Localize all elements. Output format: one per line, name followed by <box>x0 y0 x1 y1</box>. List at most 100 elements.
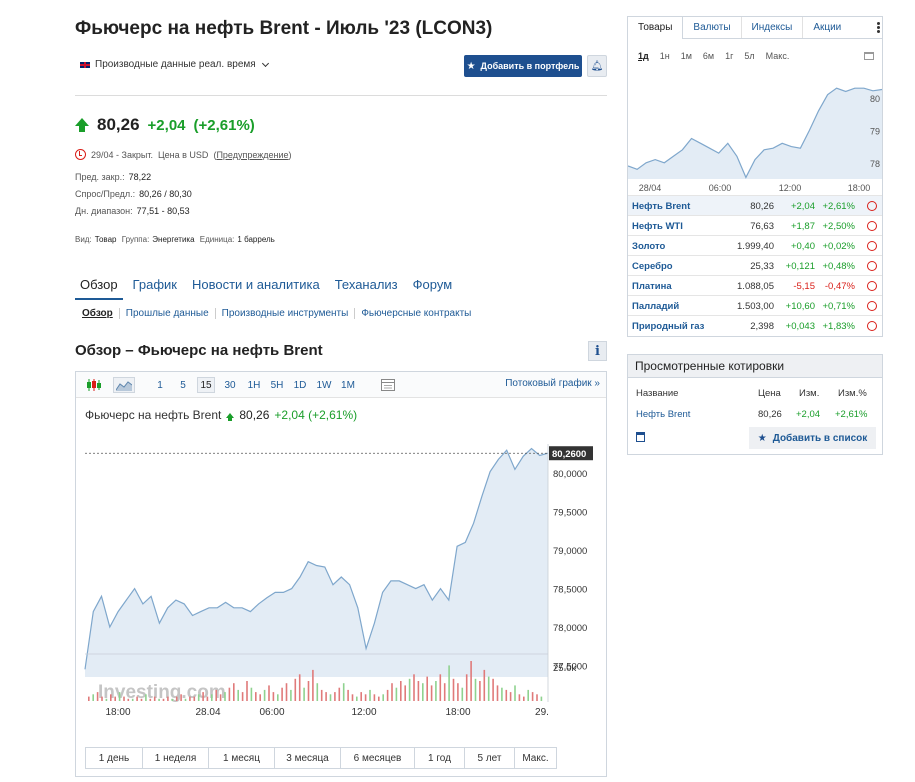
volume-bar <box>294 678 297 701</box>
candlestick-icon[interactable] <box>84 377 104 393</box>
group-value: Энергетика <box>152 235 195 244</box>
range-1d[interactable]: 1д <box>638 51 649 61</box>
tab-forum[interactable]: Форум <box>412 277 453 292</box>
streaming-chart-link[interactable]: Потоковый график » <box>505 378 600 389</box>
range-1w[interactable]: 1н <box>659 51 670 61</box>
chevron-down-icon <box>261 59 269 67</box>
section-title: Обзор – Фьючерс на нефть Brent <box>75 342 323 359</box>
interval-5[interactable]: 5 <box>180 379 186 391</box>
period-5y[interactable]: 5 лет <box>465 747 515 769</box>
period-1w[interactable]: 1 неделя <box>143 747 209 769</box>
area-chart-icon[interactable] <box>113 377 135 393</box>
tab-chart[interactable]: График <box>132 277 177 292</box>
range-5y[interactable]: 5л <box>744 51 755 61</box>
period-max[interactable]: Макс. <box>515 747 557 769</box>
period-1d[interactable]: 1 день <box>85 747 143 769</box>
quote-name[interactable]: Нефть Brent <box>632 201 691 212</box>
volume-bar <box>356 696 358 701</box>
warning-paren-close: ) <box>288 149 292 160</box>
volume-bar <box>465 674 468 701</box>
quote-name[interactable]: Природный газ <box>632 321 705 332</box>
quotes-table: Нефть Brent 80,26 +2,04 +2,61% Нефть WTI 76,6… <box>628 195 882 335</box>
volume-bar <box>202 692 204 701</box>
interval-1d[interactable]: 1D <box>293 379 307 391</box>
volume-bar <box>435 681 437 701</box>
volume-bar <box>215 689 217 701</box>
subtab-derivatives[interactable]: Производные инструменты <box>214 308 355 319</box>
range-1y[interactable]: 1г <box>725 51 734 61</box>
interval-1h[interactable]: 1H <box>247 379 261 391</box>
price-chart[interactable]: 80,2600 80,0000 79,5000 79,0000 78,5000 78,00… <box>76 399 606 745</box>
quote-name[interactable]: Нефть WTI <box>632 221 683 232</box>
volume-bar <box>329 694 332 701</box>
volume-bar <box>373 694 376 701</box>
volume-bar <box>193 696 196 701</box>
viewed-row-name[interactable]: Нефть Brent <box>636 409 691 420</box>
period-1y[interactable]: 1 год <box>415 747 465 769</box>
volume-bar <box>233 683 235 701</box>
quote-row[interactable]: Серебро 25,33 +0,121 +0,48% <box>628 255 882 275</box>
info-button[interactable]: i <box>588 341 607 361</box>
subtab-history[interactable]: Прошлые данные <box>118 308 215 319</box>
more-options-icon[interactable] <box>877 22 880 33</box>
tab-currencies[interactable]: Валюты <box>683 17 742 38</box>
chart-instrument-name: Фьючерс на нефть Brent <box>85 408 222 422</box>
interval-30[interactable]: 30 <box>224 379 236 391</box>
tab-technical[interactable]: Теханализ <box>334 277 398 292</box>
quote-change-percent: +2,61% <box>822 201 856 212</box>
tab-commodities[interactable]: Товары <box>628 17 684 39</box>
trash-icon[interactable] <box>636 432 645 442</box>
tab-news[interactable]: Новости и аналитика <box>191 277 320 292</box>
tab-indices[interactable]: Индексы <box>742 17 804 38</box>
volume-bar <box>316 683 319 701</box>
interval-15[interactable]: 15 <box>197 377 215 393</box>
range-1m[interactable]: 1м <box>680 51 692 61</box>
quote-row[interactable]: Нефть WTI 76,63 +1,87 +2,50% <box>628 215 882 235</box>
quote-row[interactable]: Нефть Brent 80,26 +2,04 +2,61% <box>628 195 882 215</box>
quote-name[interactable]: Золото <box>632 241 666 252</box>
tab-overview[interactable]: Обзор <box>75 277 123 300</box>
alert-bell-button[interactable]: 🔔︎ <box>587 55 607 77</box>
volume-bar <box>303 687 305 701</box>
volume-bar <box>408 678 411 701</box>
volume-bar <box>259 694 261 701</box>
period-3m[interactable]: 3 месяца <box>275 747 341 769</box>
day-range-row: Дн. диапазон: 77,51 - 80,53 <box>75 206 190 216</box>
realtime-data-dropdown[interactable]: Производные данные реал. время <box>79 59 269 70</box>
subtab-overview[interactable]: Обзор <box>82 308 113 319</box>
price-change-percent: (+2,61%) <box>193 116 255 134</box>
instrument-meta: Вид: Товар Группа: Энергетика Единица: 1 ба… <box>75 235 278 244</box>
x-tick-label: 12:00 <box>351 707 376 718</box>
col-change-header: Изм. <box>799 388 820 399</box>
quote-row[interactable]: Платина 1.088,05 -5,15 -0,47% <box>628 275 882 295</box>
interval-5h[interactable]: 5H <box>270 379 284 391</box>
subtab-futures[interactable]: Фьючерсные контракты <box>354 308 477 319</box>
period-6m[interactable]: 6 месяцев <box>341 747 415 769</box>
quote-row[interactable]: Золото 1.999,40 +0,40 +0,02% <box>628 235 882 255</box>
period-1m[interactable]: 1 месяц <box>209 747 275 769</box>
quote-row[interactable]: Природный газ 2,398 +0,043 +1,83% <box>628 315 882 335</box>
quote-row[interactable]: Палладий 1.503,00 +10,60 +0,71% <box>628 295 882 315</box>
range-max[interactable]: Макс. <box>765 51 790 61</box>
interval-1w[interactable]: 1W <box>316 379 332 391</box>
col-name-header: Название <box>636 388 679 399</box>
range-6m[interactable]: 6м <box>702 51 715 61</box>
viewed-quotes-widget: Просмотренные котировки Название Цена Из… <box>627 354 883 455</box>
volume-bar <box>277 694 279 701</box>
volume-bar <box>175 696 178 701</box>
quote-name[interactable]: Палладий <box>632 301 680 312</box>
quote-name[interactable]: Серебро <box>632 261 673 272</box>
interval-1[interactable]: 1 <box>157 379 163 391</box>
clock-icon <box>867 301 877 311</box>
warning-link[interactable]: Предупреждение <box>216 149 289 160</box>
volume-bar <box>479 681 481 701</box>
table-view-icon[interactable] <box>379 377 397 393</box>
quote-name[interactable]: Платина <box>632 281 672 292</box>
mini-area <box>628 88 882 179</box>
add-to-watchlist-button[interactable]: ★ Добавить в список <box>749 427 876 449</box>
interval-1m[interactable]: 1M <box>341 379 355 391</box>
expand-icon[interactable] <box>864 52 874 60</box>
tab-stocks[interactable]: Акции <box>813 22 842 33</box>
volume-bar <box>153 696 156 701</box>
add-to-portfolio-button[interactable]: ★ Добавить в портфель <box>464 55 582 77</box>
